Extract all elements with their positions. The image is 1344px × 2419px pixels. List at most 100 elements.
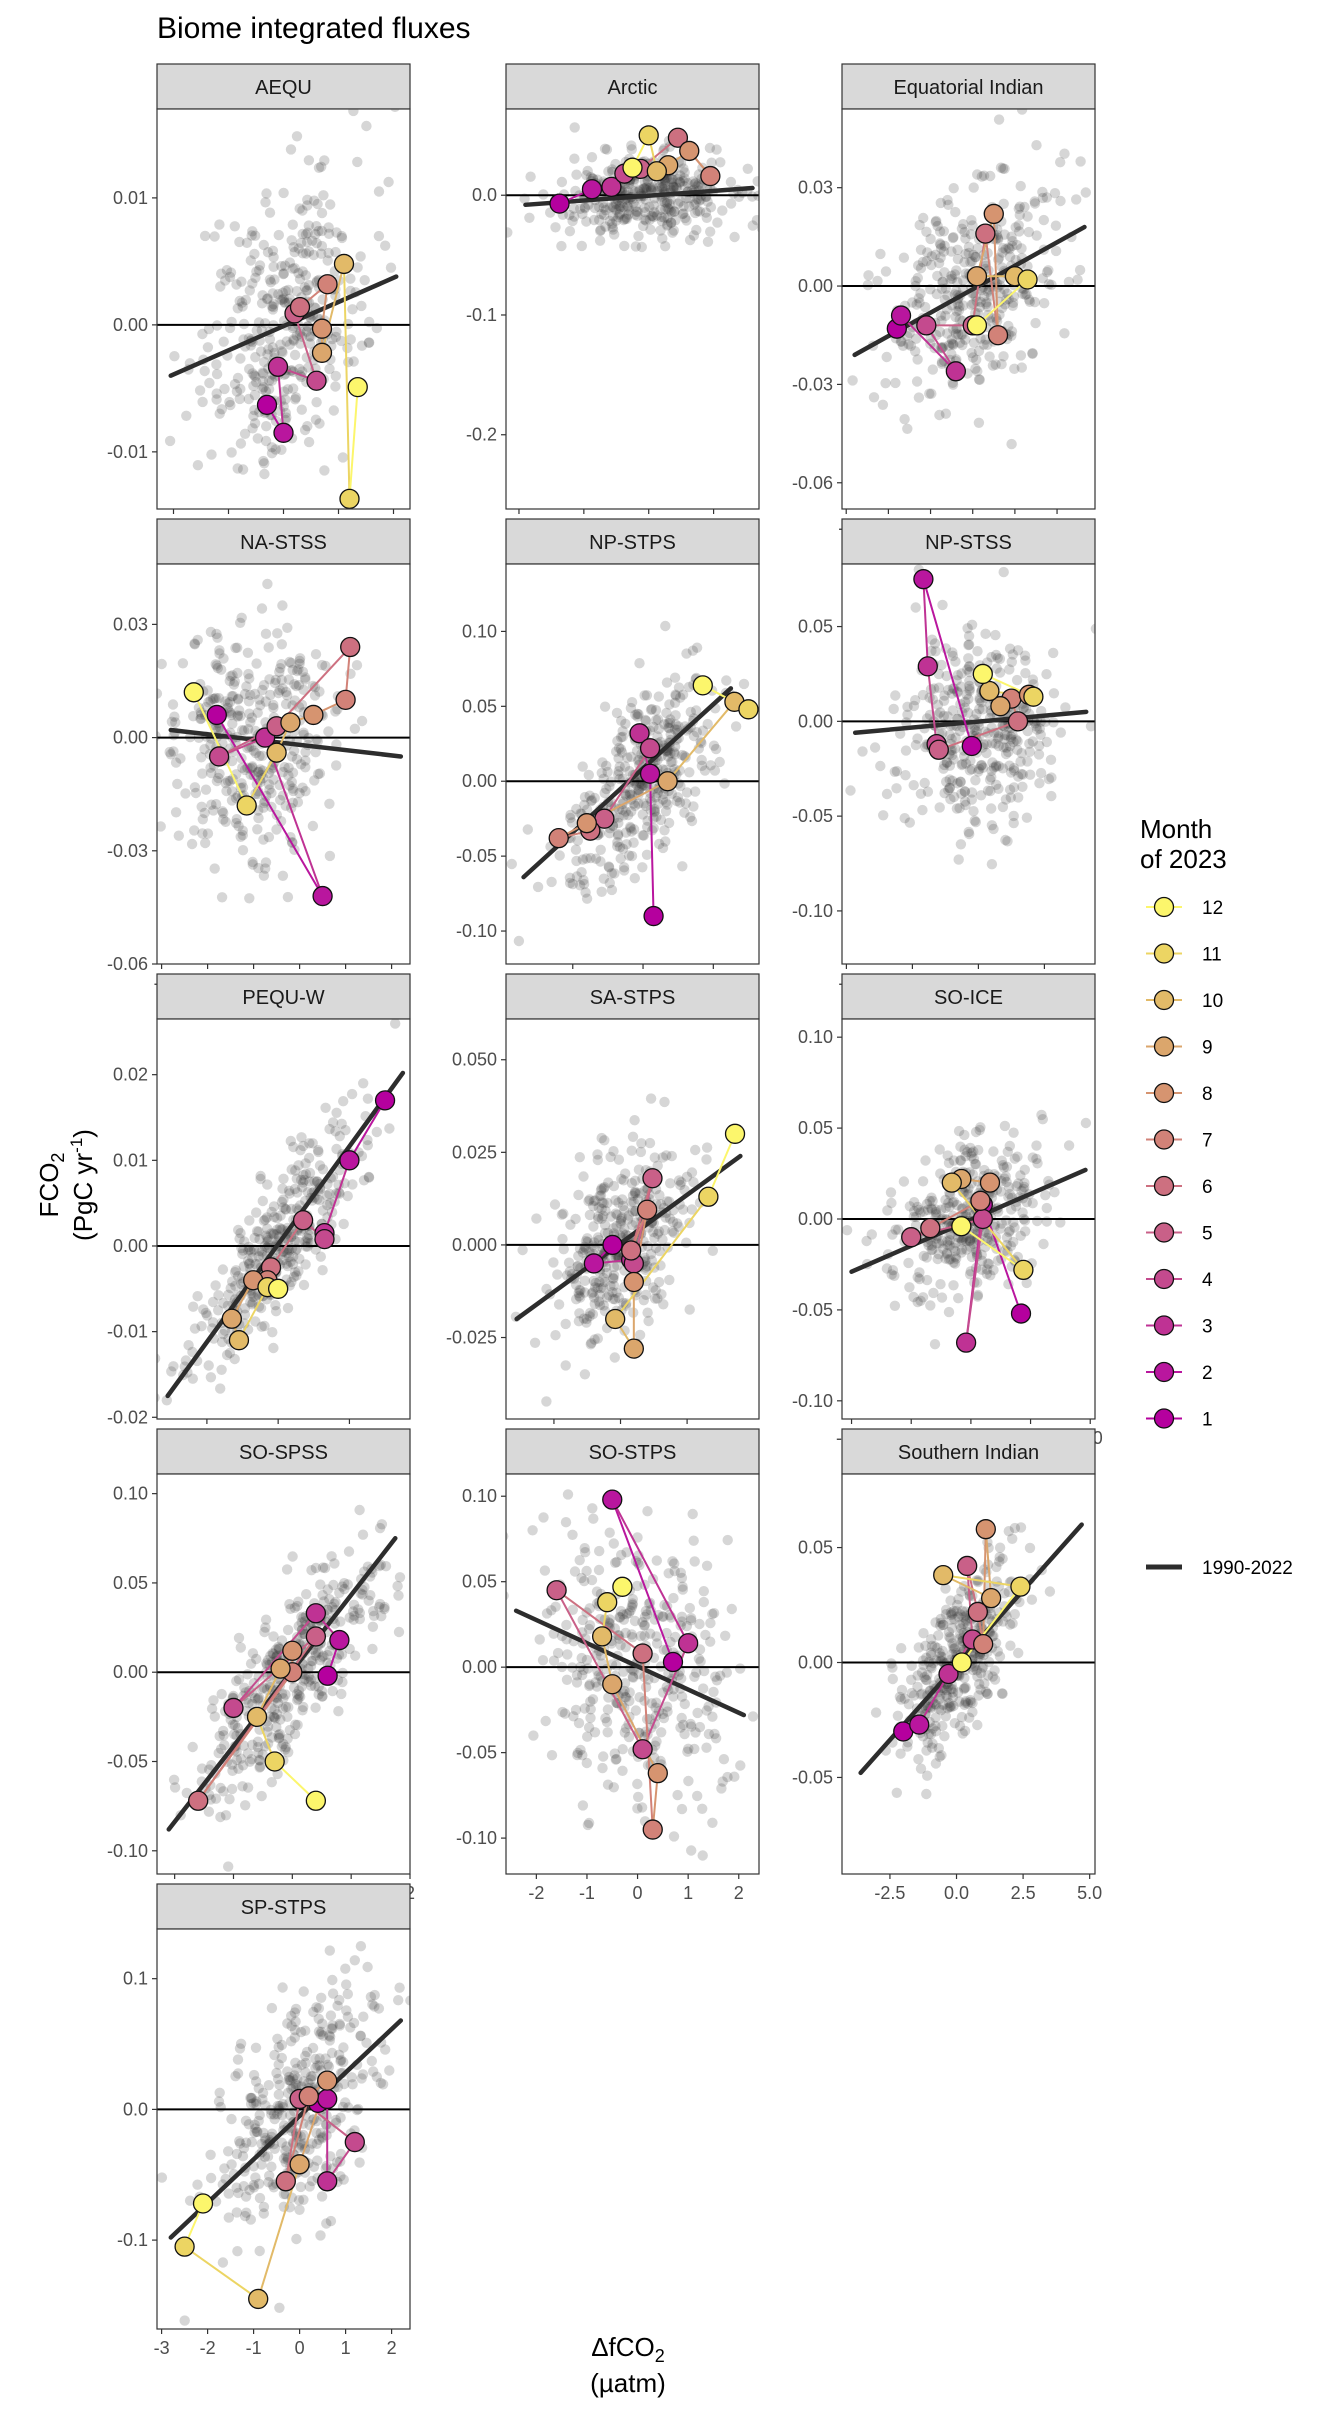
hist-point <box>1055 727 1067 738</box>
hist-point <box>300 674 311 685</box>
hist-point <box>1037 273 1049 284</box>
hist-point <box>232 694 244 705</box>
hist-point <box>255 346 267 357</box>
hist-point <box>663 817 675 829</box>
hist-point <box>909 1197 920 1208</box>
month-2023-point-6 <box>632 1643 653 1664</box>
hist-point <box>689 179 700 190</box>
hist-point <box>227 670 238 681</box>
hist-point <box>194 385 206 396</box>
y-tick-label: 0.00 <box>113 1236 148 1256</box>
hist-point <box>625 823 636 834</box>
hist-point <box>663 722 674 733</box>
hist-point <box>733 191 745 202</box>
hist-point <box>301 285 313 296</box>
hist-point <box>281 336 292 347</box>
hist-point <box>726 1603 737 1615</box>
hist-point <box>292 1694 303 1706</box>
hist-point <box>965 1236 976 1247</box>
hist-point <box>202 828 214 839</box>
hist-point <box>662 196 673 207</box>
hist-point <box>224 271 236 283</box>
hist-point <box>277 600 288 611</box>
hist-point <box>347 1179 358 1190</box>
hist-point <box>593 201 605 213</box>
hist-point <box>376 1519 388 1530</box>
hist-point <box>330 1596 341 1608</box>
hist-point <box>288 1141 299 1153</box>
hist-point <box>306 1565 317 1576</box>
hist-point <box>657 842 669 854</box>
panel-plot-area <box>506 1474 759 1861</box>
hist-point <box>972 646 983 657</box>
hist-point <box>605 1280 616 1292</box>
hist-point <box>618 796 629 807</box>
hist-point <box>574 1284 585 1296</box>
hist-point <box>1026 1594 1038 1605</box>
hist-point <box>595 1671 606 1682</box>
hist-point <box>247 1288 258 1299</box>
hist-point <box>157 1393 160 1403</box>
hist-point <box>1003 1182 1015 1193</box>
hist-point <box>295 237 307 249</box>
facet-strip <box>505 1428 760 1475</box>
hist-point <box>680 798 692 809</box>
hist-point <box>943 784 954 796</box>
hist-point <box>946 338 957 349</box>
hist-point <box>287 783 298 794</box>
hist-point <box>302 321 313 332</box>
hist-point <box>237 825 248 836</box>
hist-point <box>202 342 214 353</box>
hist-point <box>595 1283 607 1294</box>
hist-point <box>313 1689 324 1700</box>
panel-border <box>505 563 760 965</box>
hist-point <box>632 210 643 221</box>
month-path-segment <box>938 720 1019 751</box>
month-path-segment <box>343 263 351 499</box>
hist-point <box>899 813 910 824</box>
hist-point <box>619 213 631 225</box>
month-path-segment <box>649 773 655 917</box>
hist-point <box>665 194 676 205</box>
hist-point <box>283 1185 295 1197</box>
month-path-segment <box>264 737 324 897</box>
hist-point <box>214 219 225 230</box>
hist-point <box>226 691 237 702</box>
hist-point <box>611 707 623 719</box>
hist-point <box>601 760 612 771</box>
hist-point <box>634 777 645 788</box>
hist-point <box>168 1774 180 1786</box>
hist-point <box>943 1626 955 1638</box>
hist-point <box>970 291 981 302</box>
y-tick-label: 0.050 <box>452 1050 497 1070</box>
hist-point <box>296 1681 307 1692</box>
hist-point <box>330 331 342 343</box>
hist-point <box>665 756 677 768</box>
hist-point <box>200 837 211 849</box>
hist-point <box>247 859 258 870</box>
hist-point <box>688 1535 699 1546</box>
hist-point <box>245 1297 256 1308</box>
hist-point <box>699 765 711 776</box>
hist-point <box>272 628 283 639</box>
hist-point <box>569 122 580 133</box>
hist-point <box>262 1242 273 1253</box>
hist-point <box>668 1831 680 1842</box>
hist-point <box>330 246 341 258</box>
hist-point <box>622 1214 634 1225</box>
hist-point <box>773 1160 783 1170</box>
hist-point <box>689 1743 700 1755</box>
hist-point <box>181 1787 192 1799</box>
y-tick-label: -0.2 <box>466 425 497 445</box>
hist-point <box>627 1190 639 1202</box>
hist-point <box>222 775 234 787</box>
hist-point <box>1024 296 1036 307</box>
hist-point <box>659 719 670 730</box>
hist-point <box>297 1177 309 1188</box>
hist-point <box>210 722 222 733</box>
month-2023-point-1 <box>643 905 664 927</box>
panel-border <box>841 108 1096 510</box>
hist-point <box>282 891 294 903</box>
hist-point <box>596 208 607 220</box>
hist-point <box>307 1656 318 1667</box>
